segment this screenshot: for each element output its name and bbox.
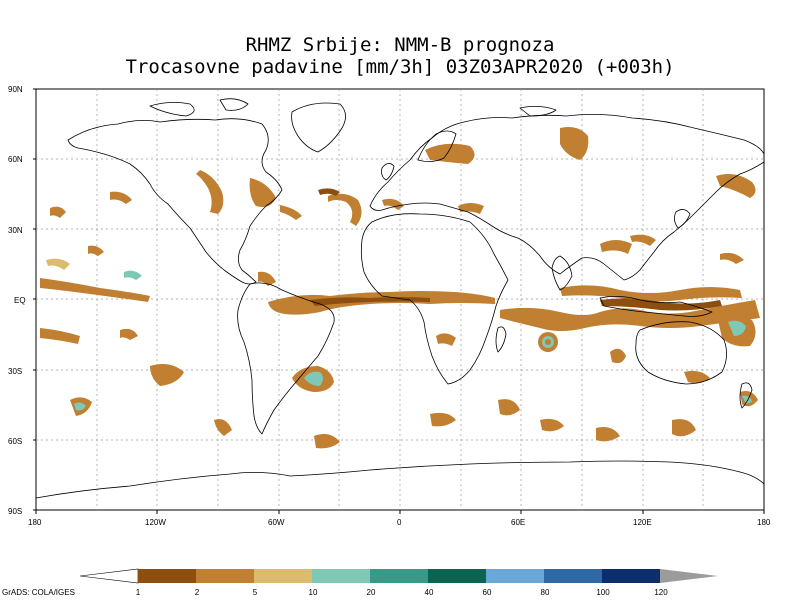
coast-south-america	[237, 282, 335, 435]
colorbar-tick-60: 60	[482, 588, 492, 597]
coast-british-isles	[381, 163, 395, 181]
colorbar-tick-100: 100	[596, 588, 610, 597]
colorbar-bin-6	[428, 569, 486, 583]
colorbar-bin-4	[312, 569, 370, 583]
colorbar-tick-2: 2	[194, 588, 200, 597]
lon-label-0: 0	[397, 518, 402, 527]
colorbar-bin-7	[486, 569, 544, 583]
colorbar-bin-3	[254, 569, 312, 583]
colorbar-bin-8	[544, 569, 602, 583]
lon-label-180e: 180	[757, 518, 771, 527]
coast-greenland	[291, 102, 346, 153]
coast-arctic-islands	[149, 102, 195, 117]
colorbar-tick-1: 1	[135, 588, 141, 597]
colorbar-tick-40: 40	[424, 588, 434, 597]
coast-australia	[635, 321, 727, 385]
lon-label-180w: 180	[28, 518, 42, 527]
coast-africa	[360, 213, 509, 385]
colorbar-tick-20: 20	[366, 588, 376, 597]
lon-label-120e: 120E	[633, 518, 652, 527]
coast-indonesia	[599, 296, 713, 317]
colorbar	[79, 568, 718, 584]
map-title-line1: RHMZ Srbije: NMM-B prognoza	[245, 34, 555, 56]
colorbar-bin-9	[602, 569, 660, 583]
lon-label-60w: 60W	[268, 518, 285, 527]
lat-label-eq: EQ	[14, 296, 26, 305]
map-title-line2: Trocasovne padavine [mm/3h] 03Z03APR2020…	[125, 56, 675, 78]
colorbar-bin-5	[370, 569, 428, 583]
colorbar-bin-2	[196, 569, 254, 583]
colorbar-under-arrow	[79, 568, 139, 584]
coast-new-zealand	[739, 382, 753, 409]
lat-label-60s: 60S	[8, 437, 23, 446]
lat-label-90n: 90N	[8, 85, 23, 94]
colorbar-tick-80: 80	[540, 588, 550, 597]
lat-label-60n: 60N	[8, 155, 23, 164]
colorbar-tick-5: 5	[252, 588, 258, 597]
coast-antarctica	[35, 460, 765, 499]
colorbar-over-arrow	[660, 569, 718, 583]
axis-ticks	[33, 88, 765, 514]
coast-japan	[674, 209, 691, 229]
colorbar-tick-120: 120	[654, 588, 668, 597]
lat-label-90s: 90S	[8, 507, 23, 516]
colorbar-bin-1	[138, 569, 196, 583]
coast-india	[551, 255, 573, 291]
lat-label-30n: 30N	[8, 226, 23, 235]
coastlines	[35, 98, 765, 499]
lat-label-30s: 30S	[8, 367, 23, 376]
lon-label-60e: 60E	[511, 518, 526, 527]
coast-scandinavia	[417, 130, 457, 162]
lon-label-120w: 120W	[145, 518, 166, 527]
coast-north-america	[67, 118, 283, 285]
grads-credit: GrADS: COLA/IGES	[2, 588, 75, 597]
colorbar-tick-10: 10	[308, 588, 318, 597]
coast-madagascar	[495, 326, 507, 353]
coast-eurasia	[369, 114, 765, 281]
